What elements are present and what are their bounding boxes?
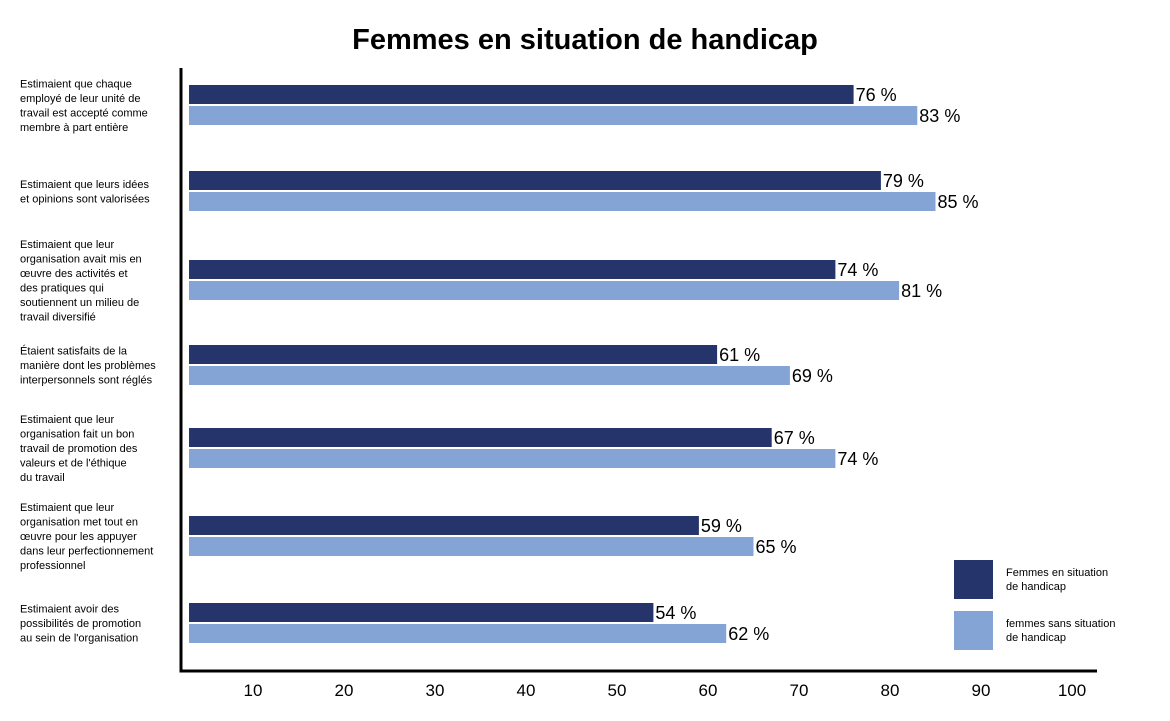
value-label: 62 % — [728, 624, 769, 644]
labels-layer: Estimaient que chaque employé de leur uni… — [20, 78, 979, 644]
x-tick-label: 20 — [335, 681, 354, 700]
legend-label: Femmes en situation de handicap — [1006, 567, 1108, 593]
legend-label: femmes sans situation de handicap — [1006, 618, 1115, 644]
category-label: Estimaient que leur organisation avait mi… — [20, 239, 142, 323]
bar-without-disability — [189, 624, 727, 643]
bar-without-disability — [189, 281, 900, 300]
bar-without-disability — [189, 106, 918, 125]
value-label: 76 % — [856, 85, 897, 105]
value-label: 69 % — [792, 366, 833, 386]
value-label: 65 % — [756, 537, 797, 557]
x-tick-label: 100 — [1058, 681, 1086, 700]
x-tick-label: 30 — [426, 681, 445, 700]
bar-without-disability — [189, 449, 836, 468]
category-label: Estimaient que leurs idées et opinions so… — [20, 179, 150, 206]
category-label: Étaient satisfaits de la manière dont les… — [20, 345, 156, 387]
x-tick-label: 60 — [699, 681, 718, 700]
x-tick-label: 40 — [517, 681, 536, 700]
category-label: Estimaient que chaque employé de leur uni… — [20, 78, 148, 134]
bar-with-disability — [189, 428, 772, 447]
bar-with-disability — [189, 345, 718, 364]
bar-with-disability — [189, 85, 854, 104]
bars-layer — [189, 85, 936, 643]
bar-with-disability — [189, 516, 699, 535]
category-label: Estimaient avoir des possibilités de prom… — [20, 604, 141, 645]
axis-layer: 10 20 30 40 50 60 70 80 90 100 — [179, 68, 1097, 700]
bar-with-disability — [189, 603, 654, 622]
x-tick-label: 10 — [244, 681, 263, 700]
value-label: 54 % — [655, 603, 696, 623]
bar-with-disability — [189, 171, 881, 190]
value-label: 67 % — [774, 428, 815, 448]
value-label: 81 % — [901, 281, 942, 301]
x-tick-label: 50 — [608, 681, 627, 700]
chart-title: Femmes en situation de handicap — [352, 24, 818, 56]
value-label: 74 % — [837, 260, 878, 280]
bar-without-disability — [189, 192, 936, 211]
x-tick-label: 70 — [790, 681, 809, 700]
value-label: 59 % — [701, 516, 742, 536]
x-tick-label: 90 — [972, 681, 991, 700]
legend-swatch-with-disability — [954, 560, 993, 599]
legend-swatch-without-disability — [954, 611, 993, 650]
legend: Femmes en situation de handicap femmes san… — [954, 560, 1115, 650]
value-label: 85 % — [938, 192, 979, 212]
value-label: 74 % — [837, 449, 878, 469]
value-label: 61 % — [719, 345, 760, 365]
value-label: 83 % — [919, 106, 960, 126]
x-tick-label: 80 — [881, 681, 900, 700]
bar-without-disability — [189, 366, 790, 385]
value-label: 79 % — [883, 171, 924, 191]
bar-without-disability — [189, 537, 754, 556]
category-label: Estimaient que leur organisation met tout… — [20, 502, 153, 572]
category-label: Estimaient que leur organisation fait un … — [20, 414, 138, 484]
bar-with-disability — [189, 260, 836, 279]
